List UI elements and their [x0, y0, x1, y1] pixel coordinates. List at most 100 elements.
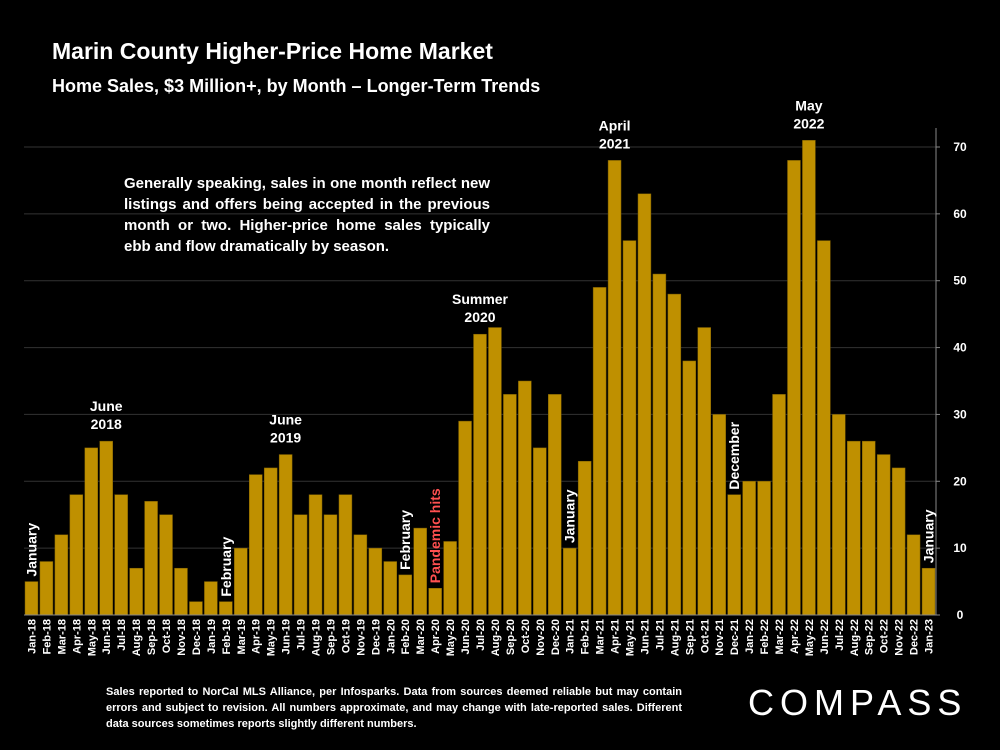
bar	[144, 501, 158, 616]
bar	[278, 454, 293, 616]
x-tick-label: Jul-21	[654, 619, 666, 651]
x-tick-label: Jun-19	[281, 619, 293, 654]
bar	[189, 601, 203, 616]
annotation-label: 2019	[270, 430, 301, 446]
bar	[697, 327, 711, 616]
x-tick-label: Sep-20	[505, 619, 517, 655]
x-tick-label: Aug-22	[849, 619, 861, 656]
bar	[263, 467, 278, 616]
bar	[742, 481, 756, 616]
bar	[548, 394, 562, 616]
x-tick-label: Jul-19	[296, 619, 308, 651]
x-tick-label: May-20	[445, 619, 457, 656]
annotation-label: 2018	[91, 416, 122, 432]
bar	[667, 293, 682, 616]
bar	[159, 514, 173, 616]
x-tick-label: Aug-18	[131, 619, 143, 656]
x-tick-label: Jun-18	[101, 619, 113, 654]
bar	[39, 561, 54, 616]
bar	[592, 287, 607, 616]
x-tick-label: Mar-20	[415, 619, 427, 654]
x-tick-label: Jan-21	[565, 619, 577, 654]
bar	[204, 581, 218, 616]
x-tick-label: Jan-18	[26, 619, 38, 654]
annotation-label: February	[397, 510, 413, 570]
x-tick-label: Aug-19	[311, 619, 323, 656]
x-tick-label: Apr-18	[71, 619, 83, 654]
annotation-label: December	[726, 421, 742, 489]
x-tick-label: May-22	[804, 619, 816, 656]
annotation-label: February	[218, 537, 234, 597]
compass-logo: COMPASS	[748, 682, 968, 723]
x-tick-label: Apr-20	[430, 619, 442, 654]
annotation-label: June	[90, 398, 123, 414]
bar	[398, 574, 412, 616]
bar	[368, 547, 383, 616]
bar	[861, 440, 876, 616]
bar	[69, 494, 84, 616]
x-tick-label: Jul-20	[475, 619, 487, 651]
bar	[24, 581, 39, 616]
x-tick-label: Apr-19	[251, 619, 263, 654]
bar	[921, 567, 936, 616]
y-tick-label: 60	[953, 207, 967, 221]
annotation-label: Pandemic hits	[427, 488, 443, 583]
x-tick-label: Nov-19	[355, 619, 367, 656]
bar	[99, 440, 113, 616]
x-tick-label: Mar-22	[774, 619, 786, 654]
chart-title: Marin County Higher-Price Home Market	[52, 38, 493, 64]
bar	[458, 420, 472, 616]
annotation-label: 2022	[793, 115, 824, 131]
x-tick-label: Sep-19	[325, 619, 337, 655]
x-tick-label: Feb-18	[41, 619, 53, 654]
source-footnote: Sales reported to NorCal MLS Alliance, p…	[106, 686, 682, 730]
x-tick-label: Apr-22	[789, 619, 801, 654]
x-tick-label: Sep-21	[684, 619, 696, 655]
x-tick-label: Jun-21	[639, 619, 651, 654]
x-tick-label: Oct-22	[879, 619, 891, 653]
x-tick-label: Jan-20	[385, 619, 397, 654]
x-tick-label: Jul-18	[116, 619, 128, 651]
x-tick-label: Mar-18	[56, 619, 68, 654]
y-tick-label: 50	[953, 274, 967, 288]
bar	[428, 588, 442, 616]
bar	[847, 440, 861, 616]
bar	[787, 160, 801, 616]
y-tick-label: 10	[953, 541, 967, 555]
bar	[757, 481, 771, 616]
annotation-label: January	[921, 509, 937, 563]
x-tick-label: Mar-21	[595, 619, 607, 654]
annotation-label: 2020	[464, 309, 495, 325]
annotation-label: Summer	[452, 291, 509, 307]
annotation-label: April	[599, 117, 631, 133]
x-tick-label: Feb-20	[400, 619, 412, 654]
bar	[323, 514, 338, 616]
bar	[413, 527, 427, 616]
bar	[891, 467, 906, 616]
explanatory-note: Generally speaking, sales in one month r…	[124, 175, 490, 255]
y-tick-label: 20	[953, 474, 967, 488]
bar	[577, 460, 592, 616]
bar	[712, 414, 726, 616]
bar	[652, 273, 667, 616]
bar	[308, 494, 323, 616]
x-tick-label: Nov-22	[894, 619, 906, 656]
x-tick-label: May-18	[86, 619, 98, 656]
x-tick-label: Jan-22	[744, 619, 756, 654]
x-tick-label: Feb-21	[580, 619, 592, 654]
x-tick-label: Dec-18	[191, 619, 203, 655]
bar	[817, 240, 831, 616]
annotation-label: January	[23, 523, 39, 577]
bar	[772, 394, 786, 616]
x-tick-label: Aug-20	[490, 619, 502, 656]
x-tick-label: Jan-19	[206, 619, 218, 654]
bar	[562, 547, 577, 616]
bar	[443, 541, 457, 616]
x-tick-label: Oct-19	[340, 619, 352, 653]
x-tick-label: Oct-21	[699, 619, 711, 653]
bar	[54, 534, 69, 616]
x-tick-label: Aug-21	[669, 619, 681, 656]
x-tick-label: Jan-23	[924, 619, 936, 654]
x-tick-label: Nov-18	[176, 619, 188, 656]
